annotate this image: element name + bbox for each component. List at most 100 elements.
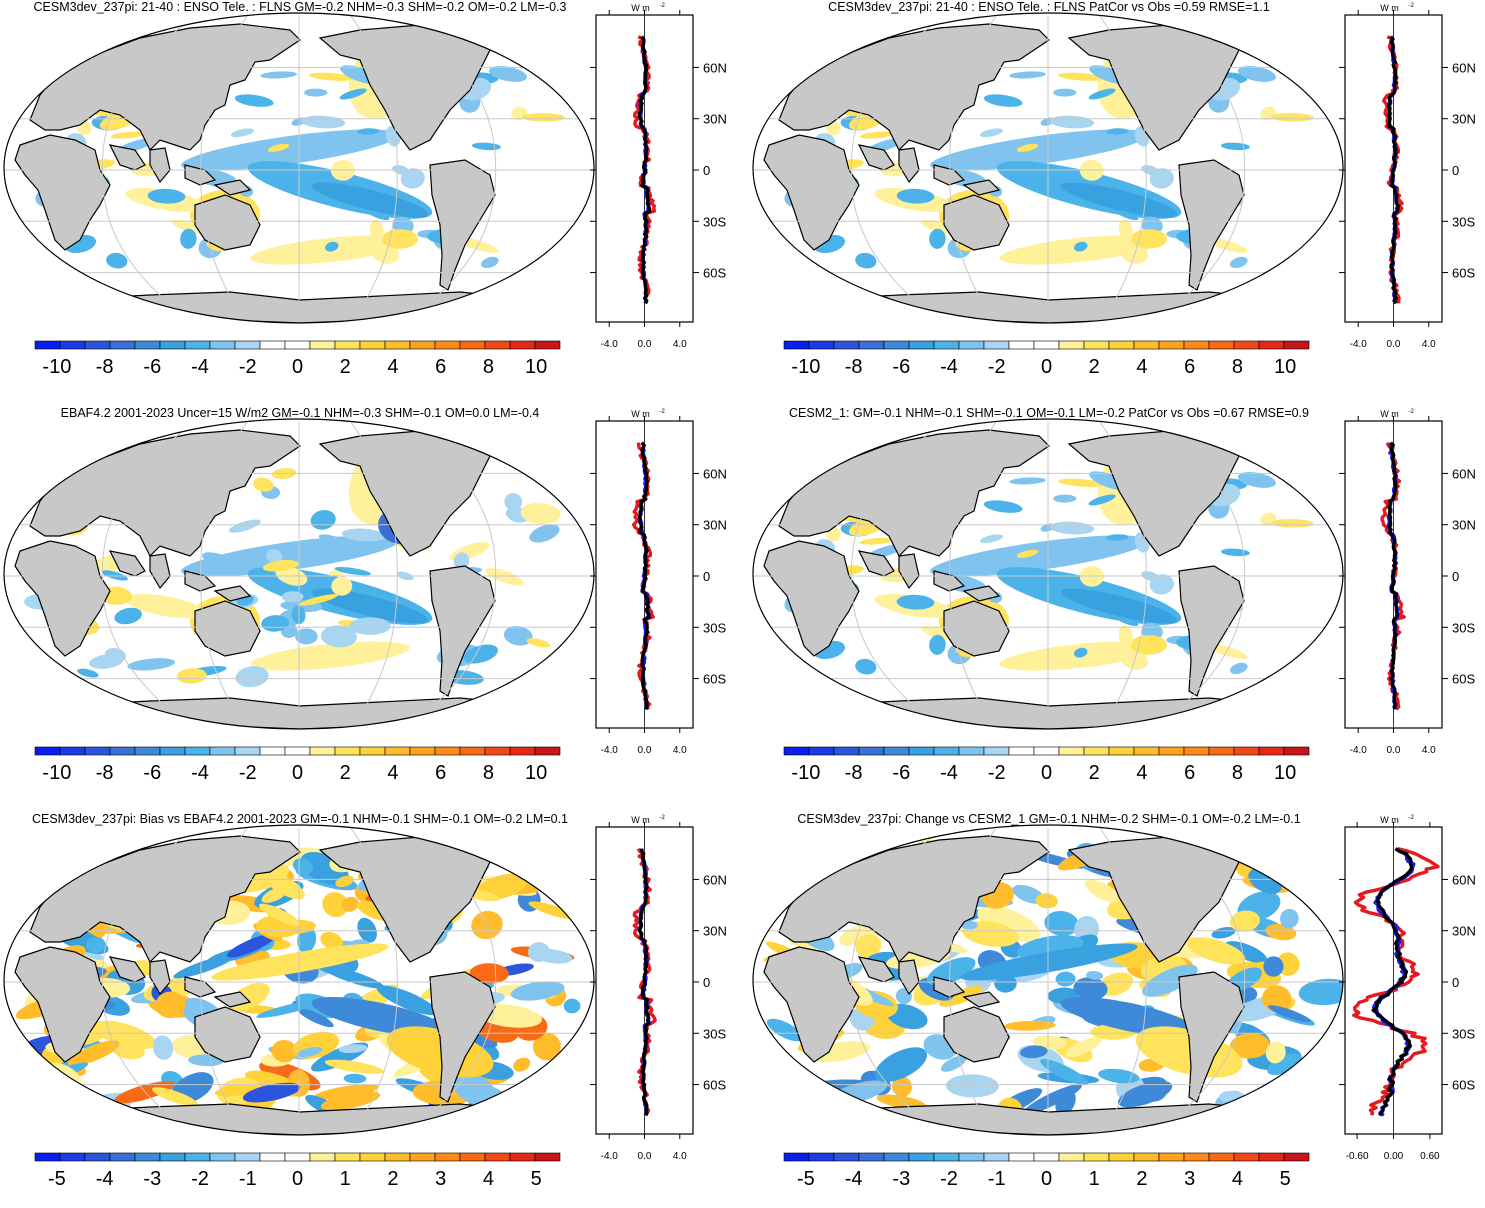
field-contour — [1280, 908, 1299, 929]
land-mass — [429, 159, 496, 291]
colorbar-swatch — [134, 340, 161, 350]
profile-tick-label: -4.0 — [601, 339, 619, 350]
lat-label: 0 — [1452, 975, 1459, 990]
field-contour — [1073, 647, 1088, 658]
field-contour — [1065, 1036, 1102, 1057]
panel-title: CESM3dev_237pi: Bias vs EBAF4.2 2001-202… — [31, 812, 569, 826]
colorbar-tick-label: 5 — [1280, 1168, 1291, 1190]
colorbar-tick-label: 8 — [483, 762, 494, 784]
field-contour — [1229, 256, 1248, 268]
field-contour — [1105, 534, 1129, 541]
field-contour — [855, 252, 877, 269]
colorbar-swatch — [434, 1152, 461, 1162]
field-contour — [1016, 143, 1039, 152]
units-exponent: -2 — [660, 3, 666, 9]
land-mass — [1178, 159, 1245, 291]
field-contour — [1009, 71, 1047, 79]
land-mass — [857, 550, 895, 577]
colorbar-swatch — [833, 746, 860, 756]
colorbar-swatch — [908, 746, 935, 756]
field-contour — [929, 228, 946, 249]
colorbar-tick-label: -10 — [791, 762, 820, 784]
colorbar-swatch — [109, 1152, 136, 1162]
land-mass — [778, 429, 1050, 558]
colorbar-tick-label: 2 — [340, 356, 351, 378]
panel-graphic: -5 -4 -3 -2 -1 0 1 2 3 4 5 -0.60 0.00 0.60 60N 30N 0 30S 6… — [752, 815, 1476, 1190]
colorbar-tick-label: -6 — [892, 762, 910, 784]
zonal-mean-curve — [637, 441, 651, 710]
colorbar-swatch — [958, 340, 985, 350]
colorbar-swatch — [1208, 1152, 1235, 1162]
land-mass — [213, 991, 252, 1008]
field-contour — [259, 903, 301, 926]
colorbar-tick-label: 0 — [292, 1168, 303, 1190]
field-contour — [1086, 971, 1104, 980]
colorbar-swatch — [309, 340, 336, 350]
lat-label: 30N — [1452, 518, 1476, 533]
colorbar-swatch — [334, 340, 361, 350]
colorbar-swatch — [334, 1152, 361, 1162]
colorbar-swatch — [883, 746, 910, 756]
field-contour — [371, 243, 400, 264]
profile-tick-label: -0.60 — [1346, 1151, 1369, 1162]
map-field — [4, 13, 594, 323]
zonal-mean-curve — [1386, 35, 1400, 305]
colorbar-tick-label: 10 — [525, 356, 547, 378]
colorbar-swatch — [1158, 746, 1185, 756]
profile-tick-label: 4.0 — [1422, 339, 1436, 350]
colorbar-tick-label: 6 — [1184, 762, 1195, 784]
field-contour — [1040, 1058, 1089, 1086]
colorbar-swatch — [159, 746, 186, 756]
colorbar-tick-label: -2 — [239, 762, 257, 784]
field-contour — [469, 963, 509, 984]
lat-label: 60N — [1452, 60, 1476, 75]
colorbar-swatch — [134, 1152, 161, 1162]
field-contour — [181, 129, 399, 171]
colorbar-tick-label: -8 — [845, 356, 863, 378]
field-contour — [960, 943, 1138, 981]
field-contour — [471, 910, 503, 940]
colorbar-swatch — [234, 340, 261, 350]
colorbar-tick-label: -3 — [892, 1168, 910, 1190]
colorbar-swatch — [209, 1152, 236, 1162]
field-contour — [513, 1057, 531, 1072]
colorbar-swatch — [1158, 1152, 1185, 1162]
colorbar-tick-label: 8 — [1232, 762, 1243, 784]
colorbar-swatch — [1108, 1152, 1135, 1162]
colorbar-swatch — [908, 1152, 935, 1162]
colorbar-tick-label: 2 — [1136, 1168, 1147, 1190]
field-contour — [228, 519, 261, 533]
colorbar-swatch — [309, 1152, 336, 1162]
map-field — [753, 13, 1343, 323]
field-contour — [1130, 635, 1168, 655]
colorbar-swatch — [1133, 340, 1160, 350]
field-contour — [1237, 472, 1276, 488]
profile-tick-label: 0.0 — [638, 339, 652, 350]
colorbar-swatch — [409, 746, 436, 756]
profile-tick-label: 0.0 — [1387, 745, 1401, 756]
field-contour — [1130, 229, 1168, 249]
colorbar-swatch — [1033, 746, 1060, 756]
field-contour — [960, 920, 978, 930]
colorbar-swatch — [1108, 340, 1135, 350]
field-contour — [313, 1084, 379, 1100]
meridian-line — [101, 827, 196, 1135]
field-contour — [1053, 88, 1077, 97]
lat-label: 60S — [703, 672, 726, 687]
land-mass — [962, 179, 1001, 196]
colorbar-tick-label: 5 — [531, 1168, 542, 1190]
land-mass — [429, 971, 496, 1103]
units-label: W m — [631, 3, 650, 13]
field-contour — [271, 1039, 297, 1063]
units-exponent: -2 — [1409, 3, 1415, 9]
panel-title: CESM3dev_237pi: 21-40 : ENSO Tele. : FLN… — [33, 0, 567, 14]
field-contour — [348, 617, 391, 635]
colorbar-tick-label: -6 — [143, 762, 161, 784]
field-contour — [521, 113, 565, 122]
meridian-line — [850, 827, 945, 1135]
colorbar-swatch — [1233, 340, 1260, 350]
map-field — [4, 419, 594, 729]
colorbar-swatch — [34, 746, 61, 756]
field-contour — [1058, 478, 1104, 487]
colorbar-swatch — [1283, 1152, 1310, 1162]
